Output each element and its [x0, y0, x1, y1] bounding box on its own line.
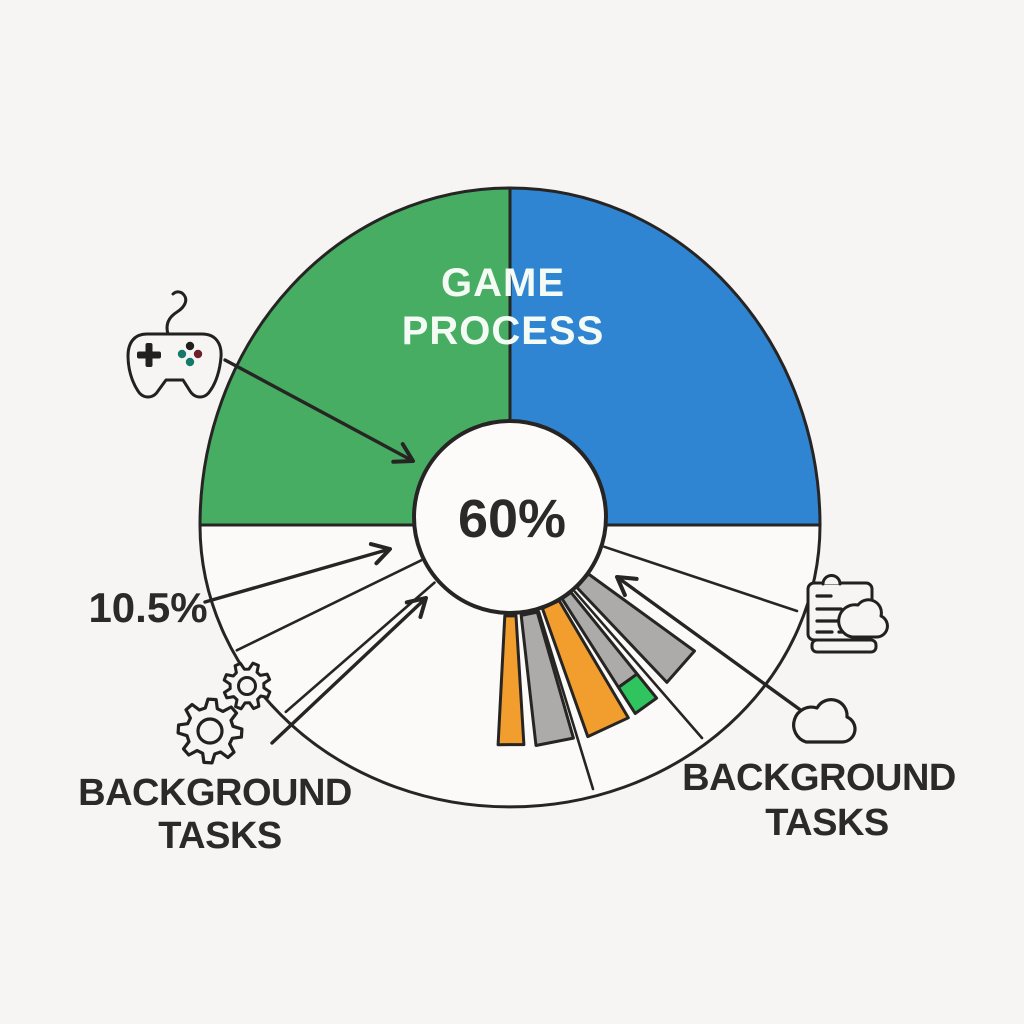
document-cloud-overlay: [837, 598, 889, 639]
controller-cord: [165, 290, 188, 336]
document-top-bump: [821, 574, 842, 586]
game-process-label-line1: GAME: [441, 261, 565, 305]
gear-small-hole: [237, 676, 257, 696]
center-percent-label: 60%: [458, 489, 566, 549]
mini-task-bar-3-cap: [617, 672, 659, 715]
document-tray: [810, 638, 878, 654]
background-tasks-left-label-line1: BACKGROUND: [78, 772, 352, 814]
left-percent-label: 10.5%: [88, 584, 207, 631]
cloud-icon: [792, 698, 857, 744]
controller-dpad: [137, 343, 161, 367]
background-tasks-right-label-line1: BACKGROUND: [682, 757, 956, 799]
background-tasks-right-label-line2: TASKS: [765, 802, 888, 844]
mini-task-bar-1: [519, 610, 575, 747]
annotation-arrows: [203, 358, 808, 745]
arrow-left-percent-to-center: [203, 542, 392, 604]
game-controller-icon: [126, 290, 223, 399]
sector-divider: [573, 590, 704, 740]
mini-task-bar-0: [496, 614, 526, 747]
background-tasks-left-label-line2: TASKS: [158, 815, 281, 857]
pie-center-circle: [412, 419, 608, 615]
controller-buttons: [177, 341, 203, 367]
gear-large-hole: [196, 717, 224, 745]
game-process-label-line2: PROCESS: [402, 309, 605, 353]
pie-segment-game-process-blue: [508, 186, 822, 527]
arrow-controller-to-center: [223, 358, 415, 464]
sector-divider: [235, 559, 423, 652]
arrow-gears-to-center: [270, 596, 428, 745]
sector-divider: [603, 545, 799, 613]
pie-segment-game-process-green: [198, 186, 512, 527]
document-cloud-icon: [806, 574, 889, 654]
arrow-right-tasks-to-center: [615, 575, 808, 716]
gears-icon: [176, 661, 272, 765]
sector-divider: [537, 610, 595, 791]
